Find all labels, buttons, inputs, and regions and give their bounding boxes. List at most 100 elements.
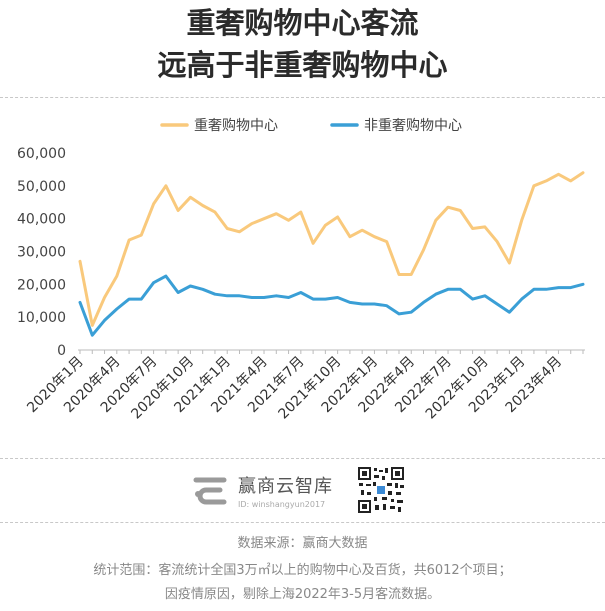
top-divider — [0, 97, 605, 98]
series-point-0 — [312, 242, 314, 245]
series-point-1 — [582, 283, 584, 286]
series-point-1 — [398, 313, 400, 315]
series-line-1 — [78, 274, 585, 337]
series-point-1 — [471, 298, 474, 300]
y-tick-label: 50,000 — [17, 179, 66, 195]
series-point-1 — [128, 298, 130, 300]
y-tick-label: 60,000 — [17, 146, 66, 162]
series-point-1 — [250, 296, 253, 299]
series-point-1 — [263, 296, 265, 299]
series-point-0 — [152, 203, 155, 205]
series-point-0 — [471, 227, 474, 230]
series-point-1 — [214, 293, 216, 295]
series-point-1 — [410, 311, 413, 314]
series-point-0 — [263, 217, 265, 220]
series-point-0 — [434, 219, 437, 222]
y-tick-label: 20,000 — [17, 277, 66, 293]
series-point-1 — [496, 303, 498, 305]
series-point-0 — [545, 180, 547, 182]
series-point-1 — [324, 298, 327, 300]
series-point-1 — [447, 288, 449, 291]
chart-title-line2: 远高于非重奢购物中心 — [157, 48, 448, 82]
series-point-0 — [165, 185, 167, 187]
series-point-1 — [422, 301, 425, 304]
series-point-0 — [496, 240, 498, 243]
brand-logo-icon — [193, 477, 227, 505]
series-point-1 — [569, 286, 572, 289]
line-chart: 重奢购物中心 非重奢购物中心 60,000 50,000 40,000 30,000 20,… — [17, 118, 585, 422]
series-point-1 — [177, 291, 179, 294]
legend-label-1: 非重奢购物中心 — [364, 118, 462, 134]
series-point-0 — [128, 239, 130, 241]
series-point-1 — [300, 291, 302, 294]
series-point-0 — [385, 240, 388, 243]
series-point-1 — [312, 298, 314, 300]
series-point-0 — [484, 226, 486, 228]
brand-id: ID: winshangyun2017 — [238, 499, 326, 509]
series-point-0 — [189, 196, 192, 199]
series-point-0 — [459, 209, 462, 212]
series-point-0 — [410, 273, 413, 276]
series-point-0 — [201, 204, 204, 207]
series-point-0 — [275, 212, 278, 215]
series-point-0 — [361, 229, 363, 231]
legend-label-0: 重奢购物中心 — [194, 118, 278, 134]
mid-divider — [0, 458, 605, 459]
brand-block: 赢商云智库 ID: winshangyun2017 — [190, 466, 333, 514]
series-point-0 — [520, 219, 523, 222]
series-point-0 — [300, 211, 302, 213]
series-line-0 — [78, 171, 585, 327]
series-point-1 — [165, 275, 167, 277]
series-point-0 — [214, 211, 216, 213]
series-point-0 — [557, 173, 560, 176]
series-point-1 — [385, 304, 388, 307]
series-point-0 — [373, 235, 376, 238]
series-point-1 — [434, 293, 437, 295]
series-point-0 — [238, 231, 241, 233]
series-point-1 — [140, 298, 143, 300]
series-point-0 — [569, 180, 572, 182]
series-point-1 — [373, 303, 376, 305]
exclusion-note: 因疫情原因，剔除上海2022年3-5月客流数据。 — [164, 587, 441, 602]
series-point-1 — [189, 285, 192, 287]
series-point-1 — [545, 288, 547, 291]
series-point-0 — [398, 273, 400, 276]
series-point-0 — [79, 260, 81, 263]
series-point-0 — [336, 216, 339, 218]
series-point-1 — [103, 319, 106, 322]
series-point-1 — [238, 295, 241, 297]
scope-note: 统计范围：客流统计全国3万㎡以上的购物中心及百货，共6012个项目； — [93, 563, 512, 578]
series-point-0 — [140, 234, 143, 236]
series-point-1 — [226, 295, 229, 297]
series-point-1 — [91, 334, 94, 337]
chart-title-line1: 重奢购物中心客流 — [186, 6, 419, 40]
brand-name: 赢商云智库 — [238, 475, 333, 497]
series-point-1 — [459, 288, 462, 291]
series-point-0 — [324, 224, 327, 227]
series-point-1 — [152, 281, 155, 284]
series-point-0 — [349, 235, 351, 238]
series-point-1 — [336, 296, 339, 299]
y-tick-label: 0 — [57, 343, 66, 359]
series-point-1 — [349, 301, 351, 304]
series-point-0 — [177, 209, 179, 212]
y-tick-label: 30,000 — [17, 245, 66, 261]
y-tick-label: 10,000 — [17, 310, 66, 326]
series-point-0 — [533, 185, 535, 187]
series-point-1 — [201, 288, 204, 291]
series-point-0 — [116, 275, 118, 277]
series-point-0 — [250, 222, 253, 225]
series-point-1 — [484, 295, 486, 297]
series-point-1 — [275, 295, 278, 297]
series-point-0 — [508, 262, 511, 264]
series-point-0 — [226, 227, 229, 230]
series-point-0 — [447, 206, 449, 208]
qr-code-icon[interactable] — [357, 466, 405, 514]
data-source-note: 数据来源：赢商大数据 — [237, 536, 368, 551]
series-point-0 — [91, 324, 94, 327]
series-point-1 — [116, 308, 118, 310]
series-point-1 — [287, 296, 290, 299]
series-point-1 — [520, 298, 523, 300]
series-point-0 — [422, 249, 425, 251]
series-point-0 — [287, 219, 290, 222]
